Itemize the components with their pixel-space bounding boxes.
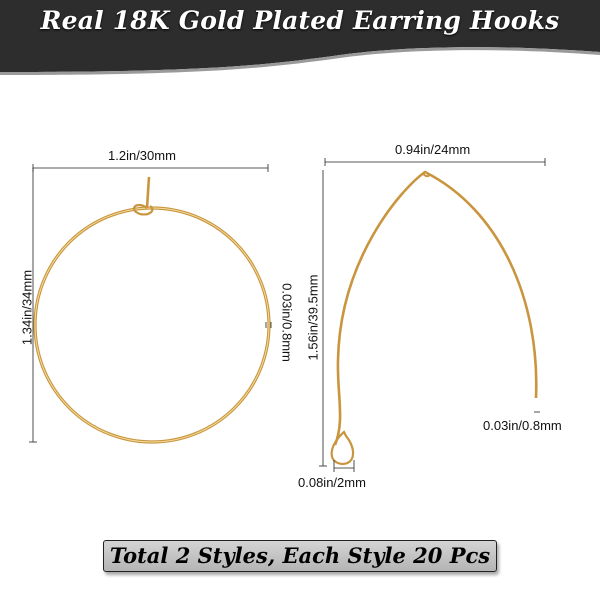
hoop-earring-hook	[33, 176, 271, 444]
marquise-wire-label: 0.03in/0.8mm	[483, 418, 562, 433]
hoop-dimension-lines	[29, 164, 272, 443]
quantity-banner: Total 2 Styles, Each Style 20 Pcs	[103, 540, 497, 572]
marquise-height-label: 1.56in/39.5mm	[305, 274, 321, 361]
hoop-width-label: 1.2in/30mm	[108, 148, 176, 163]
header-background	[0, 0, 600, 75]
quantity-banner-text: Total 2 Styles, Each Style 20 Pcs	[109, 543, 491, 568]
hoop-wire-label: 0.03in/0.8mm	[279, 283, 295, 362]
marquise-width-label: 0.94in/24mm	[395, 142, 471, 157]
marquise-loop-label: 0.08in/2mm	[298, 475, 366, 490]
hoop-height-label: 1.34in/34mm	[19, 269, 35, 346]
marquise-dimension-lines	[319, 158, 546, 472]
page-title: Real 18K Gold Plated Earring Hooks	[40, 6, 560, 35]
marquise-earring-hook	[330, 170, 538, 466]
